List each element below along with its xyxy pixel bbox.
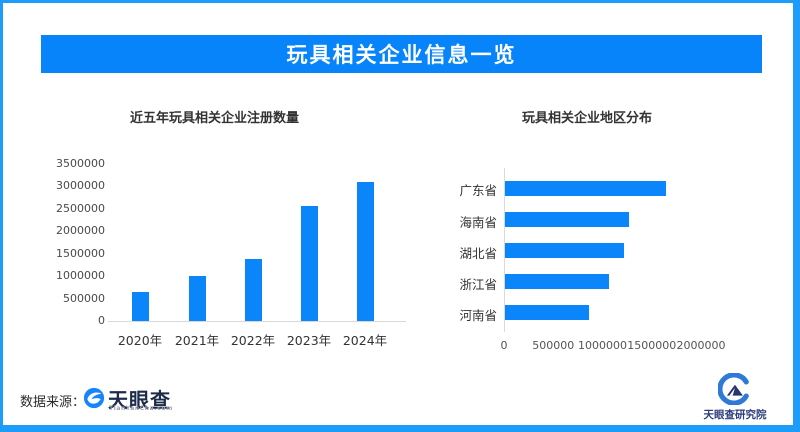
data-source-label: 数据来源： [20,395,86,410]
charts-layer: 近五年玩具相关企业注册数量 玩具相关企业地区分布 0 500000 1000000 1… [3,3,793,425]
x-axis-tick-label: 1000000 [578,339,627,352]
y-axis-tick-label: 2000000 [56,224,105,237]
x-axis-category-label: 2023年 [286,333,332,348]
x-axis-category-label: 2020年 [117,333,163,348]
tianyancha-brand-text: 天眼查 [108,388,171,412]
bar-2021年 [188,276,206,321]
y-axis-tick-label: 2500000 [56,201,105,215]
bar-2022年 [244,258,262,321]
y-axis-category-label: 浙江省 [459,276,497,292]
x-axis-category-label: 2021年 [174,333,220,348]
header-banner: 玩具相关企业信息一览 [41,35,762,73]
y-axis-tick-label: 3500000 [56,156,105,170]
right-chart-title: 玩具相关企业地区分布 [522,111,653,126]
tianyancha-institute-logo-icon [717,372,750,409]
x-axis-tick-label: 500000 [532,339,575,352]
bar-湖北省 [505,243,625,258]
tianyancha-eye-icon [83,387,105,413]
y-axis-line [504,168,505,332]
y-axis-tick-label: 3000000 [56,179,105,192]
y-axis-category-label: 湖北省 [459,245,497,261]
y-axis-tick-label: 500000 [63,291,105,305]
x-axis-category-label: 2024年 [342,333,388,348]
x-axis-tick-label: 2000000 [676,339,726,352]
bar-2024年 [356,181,374,321]
y-axis-category-label: 海南省 [459,214,497,230]
y-axis-category-label: 河南省 [459,307,497,323]
bar-2023年 [300,206,318,321]
x-axis-tick-label: 1500000 [627,339,677,352]
bar-广东省 [505,180,666,196]
bar-2020年 [131,291,149,321]
x-axis-line [108,321,406,322]
y-axis-tick-label: 1500000 [56,246,105,260]
bar-浙江省 [505,274,610,289]
x-axis-tick-label: 0 [500,339,508,352]
left-chart-title: 近五年玩具相关企业注册数量 [130,111,300,126]
bar-海南省 [505,212,630,227]
x-axis-category-label: 2022年 [230,333,276,348]
page-title: 玩具相关企业信息一览 [286,43,517,67]
institute-label: 天眼查研究院 [703,409,767,421]
bar-河南省 [505,305,589,320]
tianyancha-brand-subtext: TianYanCha.com [109,405,173,412]
y-axis-category-label: 广东省 [459,183,497,198]
y-axis-tick-label: 1000000 [56,269,105,282]
y-axis-tick-label: 0 [98,314,105,327]
